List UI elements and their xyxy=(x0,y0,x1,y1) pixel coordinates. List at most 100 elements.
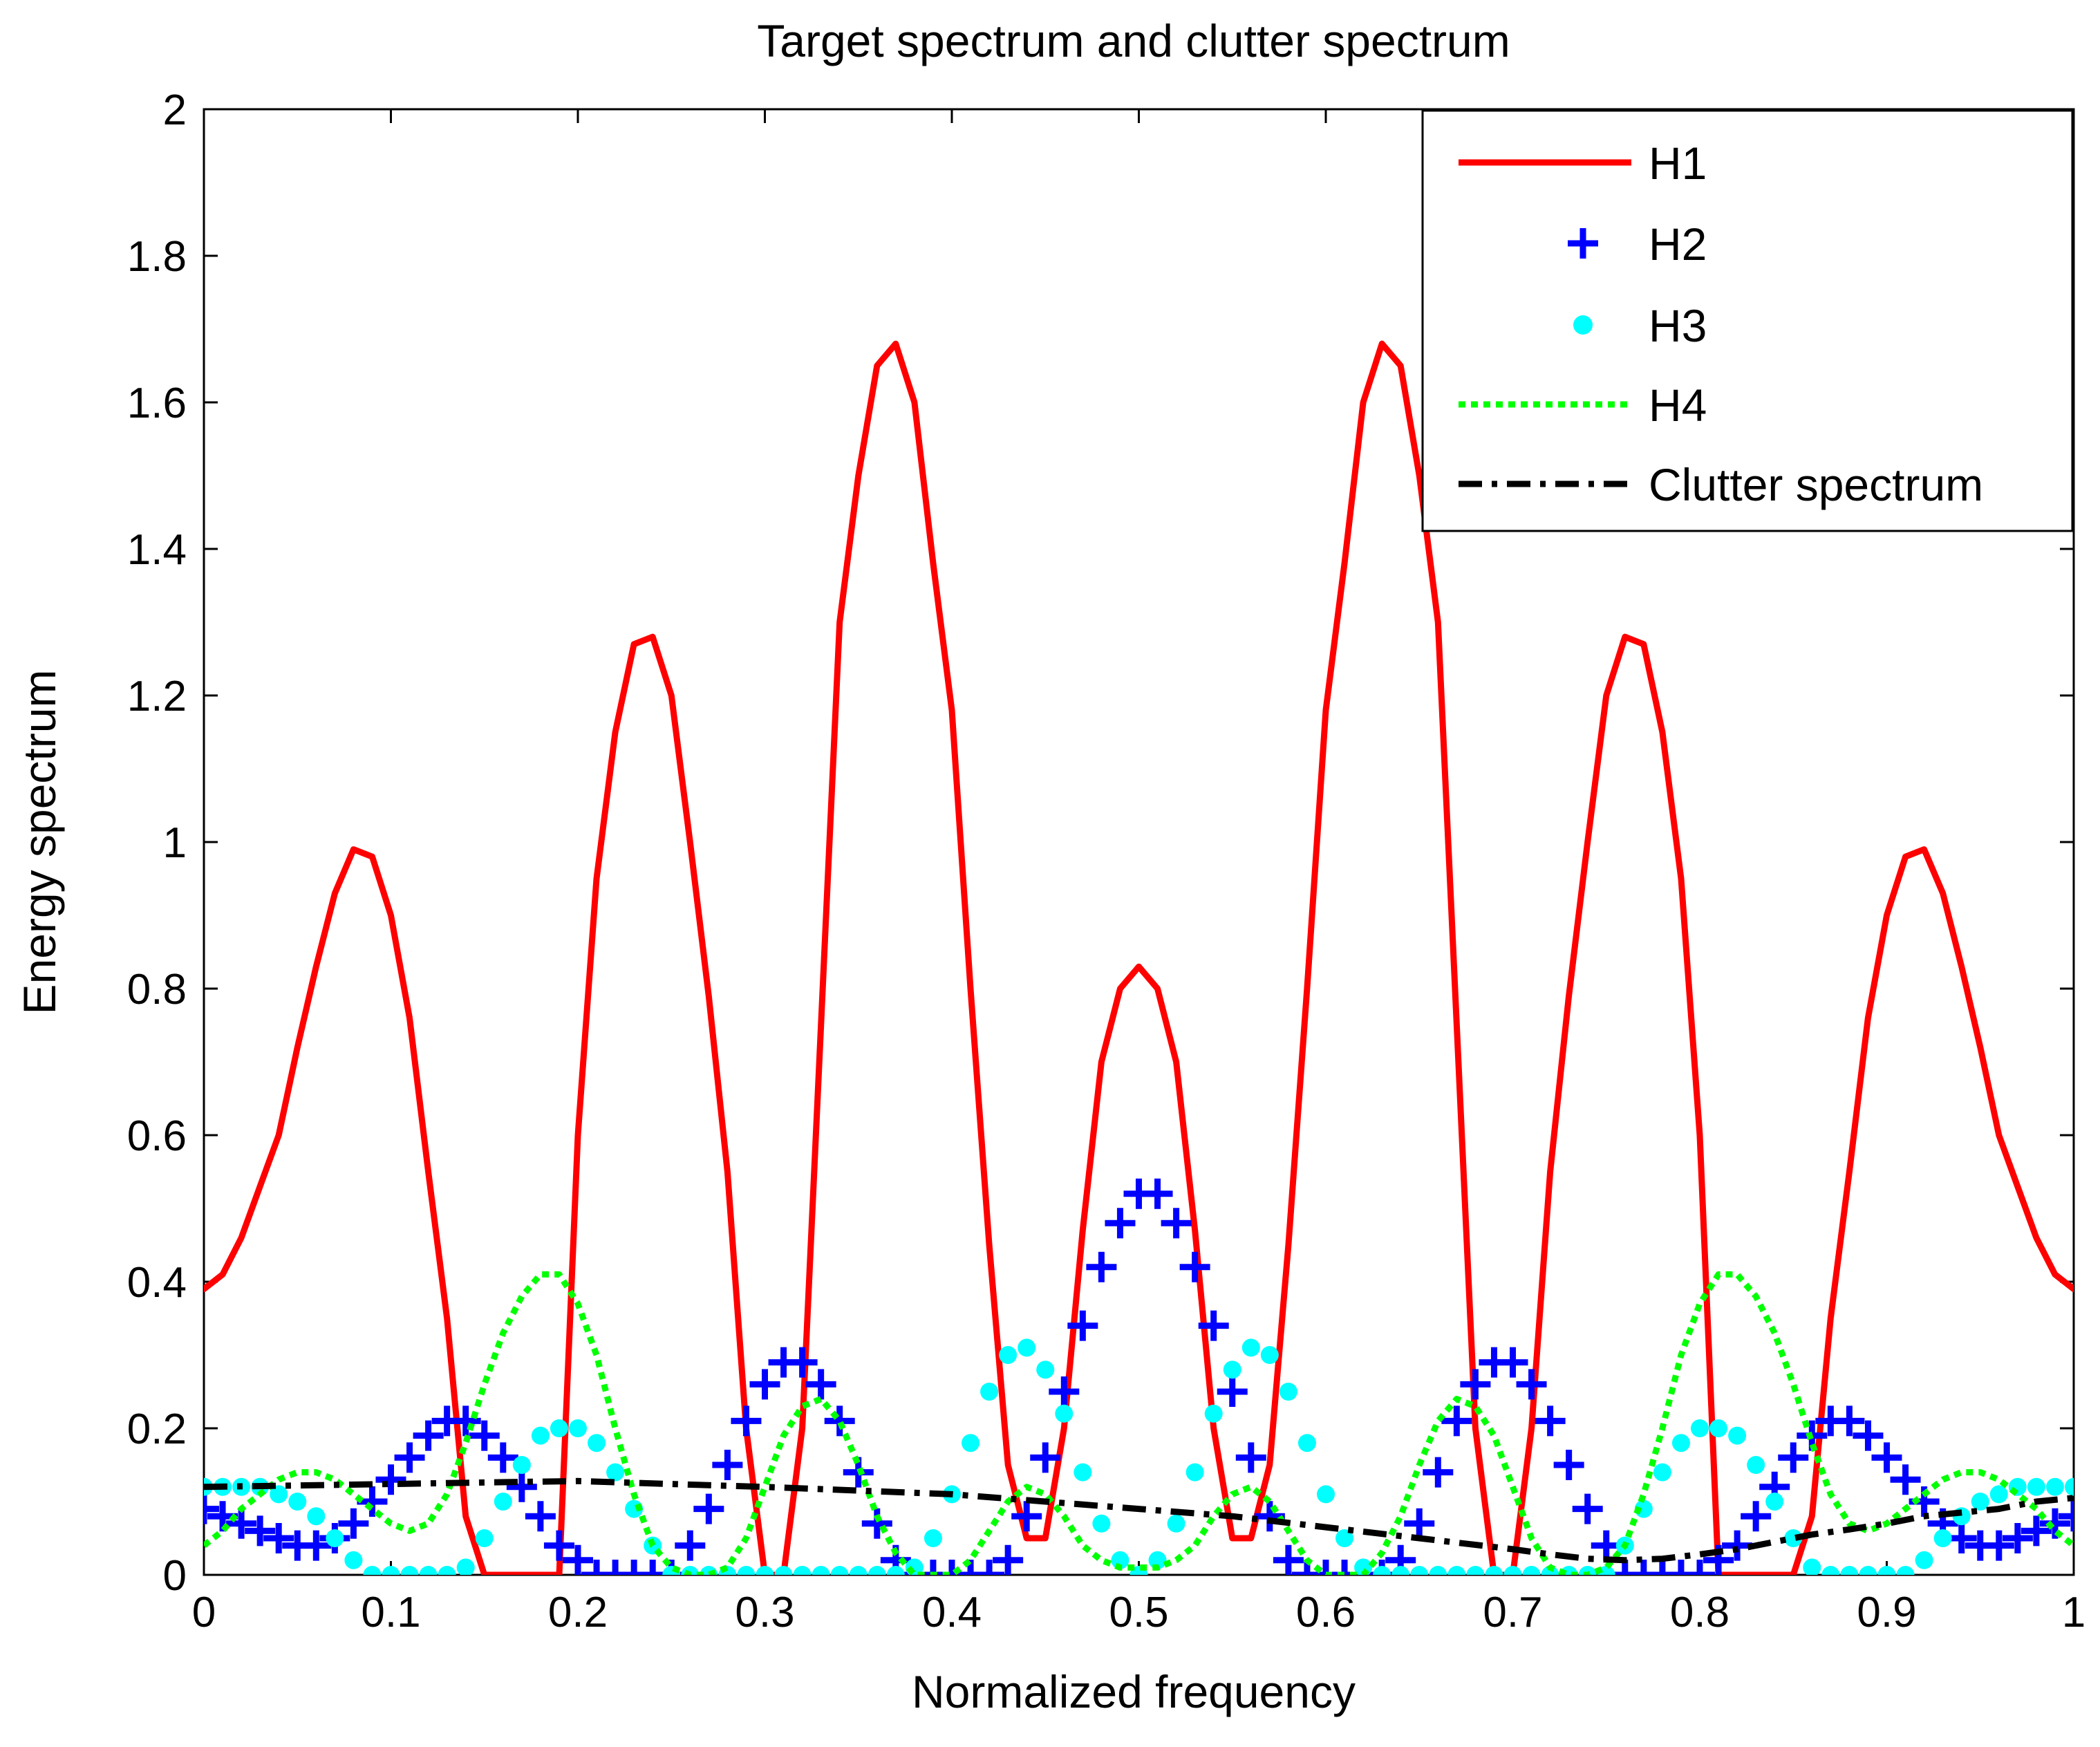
h3-point xyxy=(737,1566,756,1575)
h3-point xyxy=(456,1558,475,1575)
h2-point xyxy=(1142,1178,1173,1209)
h3-point xyxy=(1933,1529,1952,1547)
h3-point xyxy=(962,1434,980,1452)
h2-point xyxy=(301,1530,332,1561)
h3-point xyxy=(288,1493,307,1511)
h3-point xyxy=(812,1566,830,1575)
y-axis-ticks: 0 0.2 0.4 0.6 0.8 1 1.2 1.4 1.6 1.8 2 xyxy=(127,86,2074,1600)
y-tick-label: 0.4 xyxy=(127,1259,187,1307)
series-line-h1 xyxy=(204,340,2074,1575)
x-axis-label: Normalized frequency xyxy=(912,1666,1356,1717)
h2-point xyxy=(1105,1208,1136,1239)
h2-point xyxy=(263,1523,294,1553)
h3-point xyxy=(1485,1566,1503,1575)
y-tick-label: 1.6 xyxy=(127,380,187,427)
h3-point xyxy=(830,1566,849,1575)
series-line-clutter-spectrum xyxy=(204,1477,2074,1564)
h2-point xyxy=(637,1560,668,1575)
h3-point xyxy=(849,1566,868,1575)
h3-point xyxy=(1260,1346,1279,1364)
legend-entry-h1: H1 xyxy=(1459,138,1707,189)
x-tick-label: 0.3 xyxy=(735,1589,794,1636)
h3-point xyxy=(1111,1551,1129,1569)
h3-point xyxy=(1074,1463,1092,1482)
legend-entry-h2: H2 xyxy=(1568,218,1707,270)
h2-point xyxy=(712,1450,743,1480)
h2-point xyxy=(600,1560,631,1575)
h2-point xyxy=(1609,1560,1640,1575)
h2-point xyxy=(1049,1376,1080,1407)
legend: H1 H2 H3 H4 Clutter spectrum xyxy=(1421,109,2074,532)
h3-point xyxy=(606,1463,625,1482)
legend-entry-h3: H3 xyxy=(1573,300,1707,351)
h3-point xyxy=(1784,1529,1803,1547)
h3-point xyxy=(1055,1404,1074,1423)
h3-point xyxy=(270,1485,288,1504)
h2-point xyxy=(1291,1560,1322,1575)
h3-point xyxy=(494,1493,512,1511)
x-axis-ticks: 0 0.1 0.2 0.3 0.4 0.5 0.6 0.7 0.8 0.9 1 xyxy=(192,109,2085,1636)
h2-point xyxy=(974,1560,1005,1575)
legend-label-clutter-spectrum: Clutter spectrum xyxy=(1649,459,1983,510)
h3-point xyxy=(1241,1338,1260,1357)
h2-point xyxy=(1423,1457,1454,1488)
h2-point xyxy=(824,1405,855,1437)
h2-point xyxy=(450,1405,481,1437)
h3-point xyxy=(1709,1419,1728,1437)
h3-point xyxy=(1877,1566,1896,1575)
h2-point xyxy=(917,1560,948,1575)
y-tick-label: 2 xyxy=(163,86,187,134)
h3-point xyxy=(1167,1514,1185,1533)
h3-point xyxy=(1691,1419,1709,1437)
h2-point xyxy=(1011,1501,1042,1532)
h3-point xyxy=(1765,1493,1784,1511)
h3-point xyxy=(588,1434,606,1452)
h3-point xyxy=(1503,1566,1522,1575)
h3-point xyxy=(1971,1493,1989,1511)
h3-point xyxy=(1297,1434,1316,1452)
x-tick-label: 0.9 xyxy=(1857,1589,1916,1636)
h3-point xyxy=(344,1551,363,1569)
h2-point xyxy=(1273,1544,1304,1575)
legend-swatch-h2 xyxy=(1568,228,1598,259)
h3-point xyxy=(1429,1566,1447,1575)
h3-point xyxy=(531,1426,550,1445)
h3-point xyxy=(1223,1361,1241,1379)
y-tick-label: 0 xyxy=(163,1552,187,1600)
h3-point xyxy=(438,1566,456,1575)
y-tick-label: 0.6 xyxy=(127,1112,187,1160)
h3-point xyxy=(1859,1566,1877,1575)
h2-point xyxy=(394,1442,425,1473)
h2-point xyxy=(1665,1560,1696,1575)
h2-point xyxy=(1067,1310,1098,1341)
y-tick-label: 1.4 xyxy=(127,526,187,574)
h2-point xyxy=(1535,1405,1566,1437)
h2-point xyxy=(1516,1369,1547,1400)
chart-title: Target spectrum and clutter spectrum xyxy=(757,15,1510,66)
h3-point xyxy=(980,1383,999,1401)
h2-point xyxy=(1834,1405,1865,1437)
legend-label-h1: H1 xyxy=(1649,138,1707,189)
h3-point xyxy=(475,1529,494,1547)
x-tick-label: 0 xyxy=(192,1589,216,1636)
x-tick-label: 0.7 xyxy=(1483,1589,1542,1636)
h2-point xyxy=(563,1544,593,1575)
h3-point xyxy=(1653,1463,1671,1482)
h3-point xyxy=(1185,1463,1204,1482)
h3-point xyxy=(1018,1338,1036,1357)
h3-point xyxy=(1915,1551,1933,1569)
y-tick-label: 1.2 xyxy=(127,673,187,720)
legend-label-h4: H4 xyxy=(1649,380,1707,431)
h3-point xyxy=(569,1419,587,1437)
legend-box xyxy=(1421,109,2074,532)
h2-point xyxy=(1647,1560,1678,1575)
h2-point xyxy=(2002,1523,2033,1553)
h2-point xyxy=(1254,1501,1285,1532)
x-tick-label: 0.5 xyxy=(1109,1589,1168,1636)
series-h3 xyxy=(204,1338,2074,1575)
h2-point xyxy=(469,1420,500,1451)
h2-point xyxy=(1179,1251,1210,1282)
h3-point xyxy=(1391,1566,1410,1575)
y-tick-label: 1.8 xyxy=(127,233,187,281)
